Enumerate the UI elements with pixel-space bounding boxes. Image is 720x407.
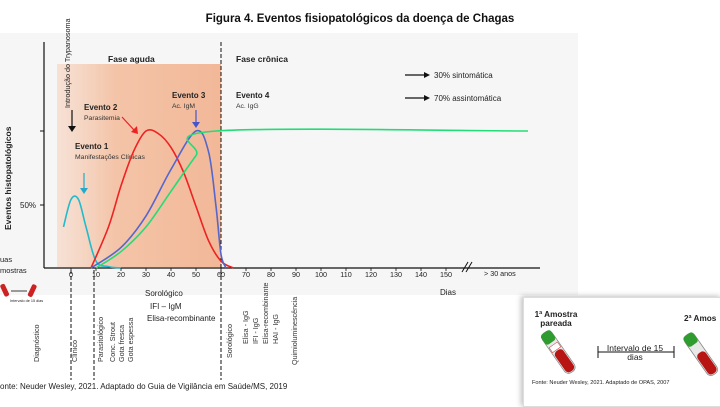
left-cut-label-1: uas [0,255,12,264]
sorologico-title: Sorológico [145,289,183,298]
inset-interval: Intervalo de 15 dias [606,343,664,362]
inset-sample-2: 2ª Amos [684,314,717,323]
x-tick-label: 20 [117,270,125,279]
outcome-2-label: 70% assintomática [434,94,502,103]
event-4-title: Evento 4 [236,91,270,100]
inset-sample-1: 1ª Amostra pareada [534,310,578,328]
x-tick-label: 120 [365,270,377,279]
event-1-arrowhead [80,188,88,194]
event-4-desc: Ac. IgG [236,103,259,110]
x-tick-label: 150 [440,270,452,279]
event-2-title: Evento 2 [84,103,118,112]
diag-label-gota-fresca: Gota fresca [117,324,126,362]
introduction-label-text: Introdução do Trypanosoma [63,18,72,108]
axis-break-2 [465,261,473,273]
diag-label-diagnostico: Diagnóstico [32,324,41,362]
diag-label-hai-igg: HAI - IgG [271,314,280,344]
x-tick-label: 70 [242,270,250,279]
event-3-title: Evento 3 [172,91,206,100]
axis-break-1 [461,261,469,273]
phase-acute-label: Fase aguda [108,54,155,64]
sorologico-ifi: IFI – IgM [150,302,182,311]
outcome-2-arrowhead [424,95,430,101]
diag-label-strout: Conc. Strout [108,322,117,362]
event-2-arrow [121,116,135,131]
x-tick-label: 100 [315,270,327,279]
curve-series-2 [90,128,234,269]
diag-label-elisa-recombinante: Elisa-recombinante [261,282,270,344]
x-tick-label: 130 [390,270,402,279]
left-cut-label-2: mostras [0,266,27,275]
inset-tube-2 [683,332,718,376]
outcome-1-arrowhead [424,72,430,78]
source-note: onte: Neuder Wesley, 2021. Adaptado do G… [0,382,288,391]
diag-label-sorologico: Sorológico [225,324,234,358]
event-3-arrowhead [192,122,200,128]
introduction-label: Introdução do Trypanosoma [63,18,72,108]
x-tick-label: 140 [415,270,427,279]
diag-label-elisa-igg: Elisa - IgG [241,310,250,344]
x-axis-label: Dias [440,288,456,297]
diag-label-clinico: Clínico [70,340,79,362]
event-3-desc: Ac. IgM [172,103,195,110]
diag-label-gota-espessa: Gota espessa [126,317,135,362]
y-tick-50-label: 50% [20,201,36,210]
event-1-title: Evento 1 [75,142,109,151]
event-1-desc: Manifestações Clínicas [75,154,145,161]
curve-series-3 [90,129,227,269]
x-tick-label: 30 [142,270,150,279]
x-tick-label: 0 [69,270,73,279]
x-tick-last: > 30 anos [484,269,516,278]
introduction-arrowhead [68,126,76,132]
inset-graphics [540,330,718,376]
x-tick-label: 80 [267,270,275,279]
sorologico-elisa: Elisa-recombinante [147,314,216,323]
curve-series-4 [95,128,529,269]
outcome-1-label: 30% sintomática [434,71,493,80]
inset-tube-1 [540,330,576,374]
x-tick-label: 60 [217,270,225,279]
diag-label-parasitologico: Parasitológico [96,316,105,362]
x-tick-label: 40 [167,270,175,279]
event-1-desc-text: Manifestações Clínicas [75,154,145,161]
x-tick-label: 10 [92,270,100,279]
x-tick-label: 110 [340,270,351,279]
diag-label-ifi-igg: IFI - IgG [251,317,260,344]
event-2-desc: Parasitemia [84,115,120,122]
x-tick-label: 90 [292,270,300,279]
small-tube-thumbnail [0,283,37,297]
chart-curves [62,128,529,269]
diag-label-quimiolum: Quimioluminescência [290,296,299,365]
sample-interval-inset: 1ª Amostra pareada 2ª Amos Intervalo de … [523,297,720,407]
x-ticks: 0 10 20 30 40 50 60 70 80 90 100 110 120 130 140 150 [69,268,452,279]
event-2-arrowhead [131,126,138,134]
curve-series-1 [62,195,122,269]
x-tick-label: 50 [192,270,200,279]
acute-phase-band [57,64,221,267]
figure-title: Figura 4. Eventos fisiopatológicos da do… [205,13,515,25]
y-axis-label: Eventos histopatológicos [3,126,13,230]
inset-source: Fonte: Neuder Wesley, 2021. Adaptado de … [532,380,670,386]
small-tube-label: Intervalo de 15 dias [10,299,43,303]
phase-chronic-label: Fase crônica [236,54,288,64]
